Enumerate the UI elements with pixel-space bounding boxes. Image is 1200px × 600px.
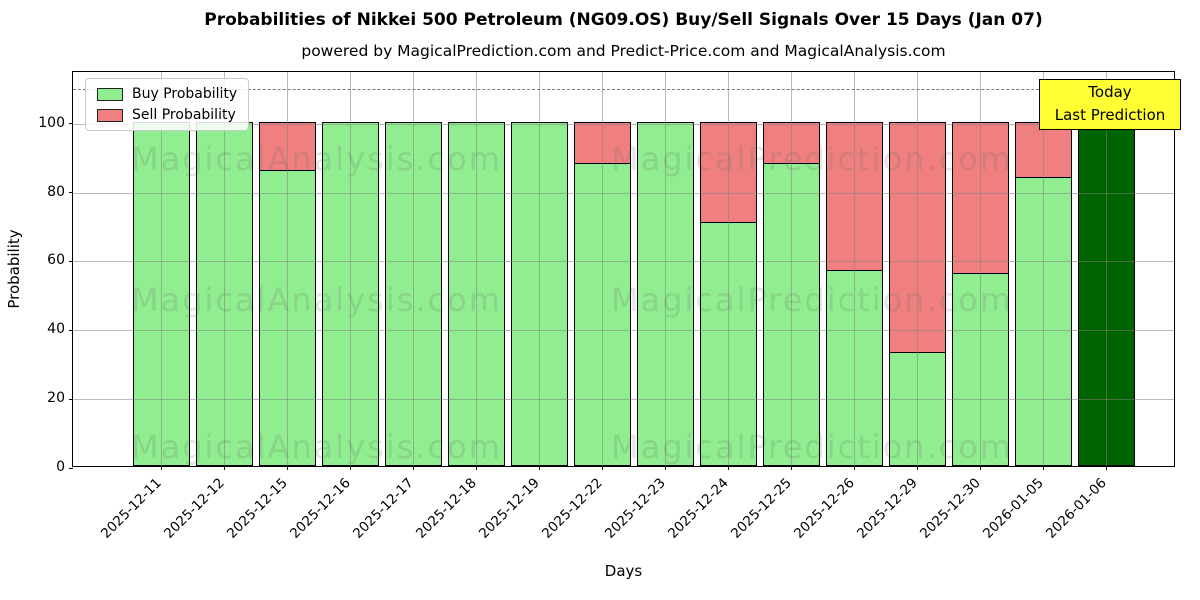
legend-entry-buy: Buy Probability (97, 86, 237, 102)
x-tick-mark (475, 466, 478, 470)
sell-legend-swatch (97, 108, 123, 122)
v-gridline (223, 72, 225, 466)
x-tick-mark (286, 466, 288, 470)
sell-legend-label: Sell Probability (132, 107, 236, 123)
h-gridline (73, 399, 1174, 401)
x-tick-label: 2025-12-15 (223, 475, 291, 542)
y-tick-mark (69, 398, 73, 400)
v-gridline (349, 72, 351, 466)
x-tick-label: 2025-12-24 (665, 475, 732, 542)
x-tick-mark (916, 466, 919, 470)
h-gridline (73, 330, 1174, 332)
dashed-threshold-line (73, 89, 1174, 91)
x-tick-mark (853, 466, 856, 470)
v-gridline (791, 72, 793, 466)
v-gridline (286, 72, 288, 466)
x-tick-label: 2025-12-19 (475, 475, 543, 542)
y-tick-label: 40 (47, 321, 65, 338)
v-gridline (664, 72, 666, 466)
v-gridline (601, 72, 603, 466)
v-gridline (917, 72, 919, 466)
x-tick-mark (790, 466, 793, 470)
x-tick-label: 2025-12-12 (160, 475, 228, 542)
x-tick-mark (412, 466, 414, 470)
x-tick-label: 2026-01-05 (980, 475, 1047, 542)
chart-title: Probabilities of Nikkei 500 Petroleum (N… (204, 10, 1043, 30)
y-tick-label: 20 (47, 390, 65, 407)
buy-legend-swatch (97, 87, 123, 101)
legend-entry-sell: Sell Probability (97, 107, 237, 123)
x-tick-mark (1042, 466, 1045, 470)
plot-area: Buy Probability Sell Probability Today L… (38, 71, 1181, 542)
x-tick-mark (979, 466, 982, 470)
chart-subtitle: powered by MagicalPrediction.com and Pre… (301, 42, 946, 60)
x-tick-mark (223, 466, 225, 470)
x-tick-label: 2025-12-11 (97, 475, 165, 542)
legend: Buy Probability Sell Probability (85, 78, 250, 131)
y-tick-mark (69, 260, 73, 263)
y-tick-mark (69, 123, 73, 125)
x-tick-mark (160, 466, 162, 470)
x-tick-label: 2025-12-17 (349, 475, 417, 542)
x-tick-label: 2025-12-29 (854, 475, 921, 542)
x-tick-mark (601, 466, 604, 470)
x-tick-label: 2025-12-26 (791, 475, 858, 542)
y-tick-mark (69, 329, 73, 332)
y-tick-mark (69, 467, 73, 469)
y-tick-mark (69, 192, 73, 194)
x-tick-label: 2026-01-06 (1043, 475, 1110, 542)
v-gridline (1106, 72, 1108, 466)
y-tick-label: 60 (47, 252, 65, 269)
h-gridline (73, 261, 1174, 263)
x-axis-label: Days (604, 562, 643, 580)
h-gridline (73, 123, 1174, 125)
x-tick-label: 2025-12-30 (917, 475, 984, 542)
v-gridline (727, 72, 729, 466)
v-gridline (538, 72, 540, 466)
y-tick-label: 100 (38, 114, 65, 131)
y-tick-label: 0 (56, 459, 65, 475)
x-tick-mark (349, 466, 351, 470)
x-tick-label: 2025-12-16 (286, 475, 354, 542)
y-tick-label: 80 (47, 183, 65, 200)
buy-legend-label: Buy Probability (132, 86, 238, 102)
x-tick-mark (664, 466, 667, 470)
v-gridline (1043, 72, 1045, 466)
x-tick-label: 2025-12-25 (728, 475, 795, 542)
x-tick-label: 2025-12-23 (601, 475, 669, 542)
x-tick-label: 2025-12-22 (538, 475, 606, 542)
v-gridline (160, 72, 162, 466)
v-gridline (475, 72, 477, 466)
h-gridline (73, 192, 1174, 194)
today-annotation: Today Last Prediction (1039, 79, 1181, 130)
x-tick-mark (727, 466, 730, 470)
y-axis-label: Probability (5, 229, 23, 309)
x-tick-label: 2025-12-18 (412, 475, 480, 542)
v-gridline (980, 72, 982, 466)
annotation-line1: Today (1088, 83, 1132, 101)
annotation-line2: Last Prediction (1054, 106, 1166, 125)
x-tick-mark (538, 466, 541, 470)
v-gridline (412, 72, 414, 466)
v-gridline (854, 72, 856, 466)
x-tick-mark (1106, 466, 1108, 470)
